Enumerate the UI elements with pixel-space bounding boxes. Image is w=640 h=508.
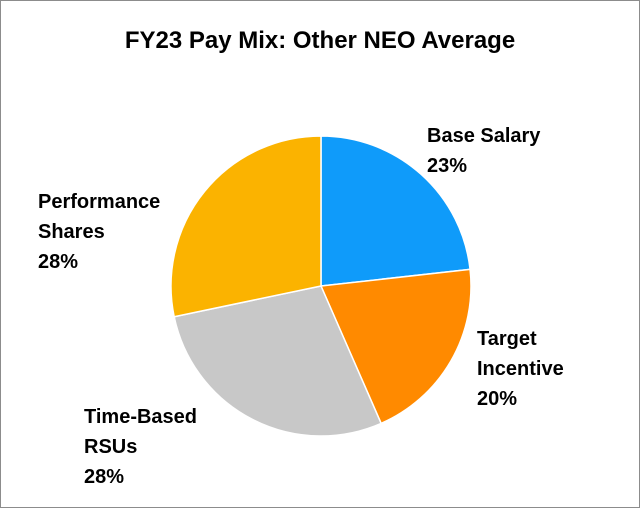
label-performance-shares-name-1: Performance (38, 191, 161, 213)
label-target-incentive: Target Incentive 20% (477, 324, 564, 414)
chart-title: FY23 Pay Mix: Other NEO Average (124, 27, 516, 54)
label-time-based-rsus: Time-Based RSUs 28% (84, 402, 197, 492)
label-performance-shares-value: 28% (38, 251, 79, 273)
label-target-incentive-value: 20% (477, 388, 518, 410)
pie-slice-performance-shares (170, 135, 322, 318)
label-base-salary-name: Base Salary (427, 125, 541, 147)
label-performance-shares: Performance Shares 28% (38, 187, 160, 277)
label-base-salary-value: 23% (427, 155, 468, 177)
label-target-incentive-name-2: Incentive (477, 358, 564, 380)
pie-slice-target-incentive (319, 268, 472, 425)
label-base-salary: Base Salary 23% (427, 121, 540, 181)
label-time-based-rsus-name-1: Time-Based (84, 406, 198, 428)
pie-slice-time-based-rsus (173, 285, 383, 437)
label-target-incentive-name-1: Target (477, 328, 537, 350)
label-performance-shares-name-2: Shares (38, 221, 105, 243)
label-time-based-rsus-value: 28% (84, 466, 125, 488)
label-time-based-rsus-name-2: RSUs (84, 436, 138, 458)
pie-slice-base-salary (320, 135, 471, 287)
